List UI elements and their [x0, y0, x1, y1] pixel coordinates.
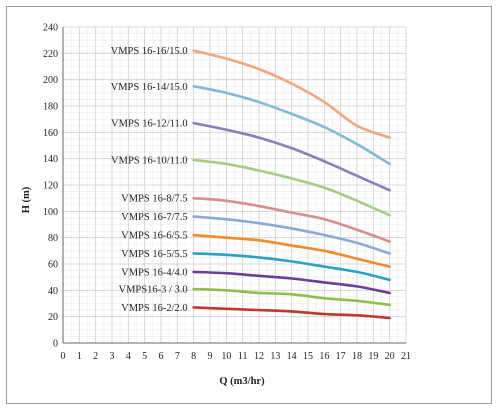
series-label-6: VMPS 16-7/7.5 [121, 212, 188, 223]
series-line-6 [192, 215, 391, 255]
x-tick-label: 7 [175, 351, 180, 362]
y-tick-label: 0 [53, 339, 58, 350]
x-tick-label: 3 [110, 351, 115, 362]
x-tick-label: 19 [368, 351, 378, 362]
x-axis-title: Q (m3/hr) [219, 376, 265, 387]
series-label-9: VMPS 16-4/4.0 [121, 267, 188, 278]
y-tick-label: 20 [48, 312, 58, 323]
series-labels: VMPS 16-16/15.0 VMPS 16-14/15.0 VMPS 16-12… [111, 46, 188, 314]
series-line-8 [192, 252, 391, 282]
y-tick-label: 180 [43, 102, 58, 113]
series-label-7: VMPS 16-6/5.5 [121, 231, 188, 242]
y-tick-label: 100 [43, 207, 58, 218]
y-tick-label: 80 [48, 233, 58, 244]
series-label-10: VMPS16-3 / 3.0 [119, 285, 188, 296]
x-tick-label: 8 [191, 351, 196, 362]
x-tick-label: 4 [126, 351, 131, 362]
x-tick-label: 15 [303, 351, 313, 362]
x-tick-label: 14 [287, 351, 297, 362]
y-tick-label: 140 [43, 154, 58, 165]
series-line-9 [192, 270, 391, 295]
x-tick-label: 5 [142, 351, 147, 362]
series-label-5: VMPS 16-8/7.5 [121, 194, 188, 205]
series-line-7 [192, 233, 391, 268]
y-tick-label: 120 [43, 181, 58, 192]
y-tick-label: 200 [43, 75, 58, 86]
series-line-3 [192, 121, 391, 192]
y-tick-label: 220 [43, 49, 58, 60]
x-tick-label: 6 [159, 351, 164, 362]
chart-frame: 0 1 2 3 4 5 6 7 8 9 10 11 12 13 14 15 16 17 18 19 20 21 0 20 40 6… [6, 6, 492, 404]
y-tick-label: 160 [43, 128, 58, 139]
x-tick-label: 21 [401, 351, 411, 362]
x-tick-label: 9 [208, 351, 213, 362]
series-label-3: VMPS 16-12/11.0 [111, 119, 188, 130]
series-label-4: VMPS 16-10/11.0 [111, 155, 188, 166]
x-tick-label: 12 [254, 351, 264, 362]
x-tick-label: 18 [352, 351, 362, 362]
y-tick-label: 40 [48, 286, 58, 297]
series-line-5 [192, 196, 391, 243]
pump-curve-chart: 0 1 2 3 4 5 6 7 8 9 10 11 12 13 14 15 16 17 18 19 20 21020406… [21, 23, 411, 388]
y-axis-title: H (m) [21, 186, 32, 213]
series-label-1: VMPS 16-16/15.0 [111, 46, 188, 57]
x-tick-label: 17 [336, 351, 346, 362]
grid [62, 26, 407, 344]
x-tick-label: 11 [238, 351, 248, 362]
x-tick-label: 2 [93, 351, 98, 362]
axes: 0 1 2 3 4 5 6 7 8 9 10 11 12 13 14 15 16 17 18 19 20 21020406… [43, 23, 411, 363]
y-tick-label: 240 [43, 23, 58, 34]
x-tick-label: 16 [319, 351, 329, 362]
series-group [192, 49, 391, 320]
series-line-1 [192, 49, 391, 139]
x-tick-label: 1 [77, 351, 82, 362]
x-tick-label: 0 [61, 351, 66, 362]
series-line-10 [192, 287, 391, 307]
series-label-11: VMPS 16-2/2.0 [121, 303, 188, 314]
series-line-11 [192, 306, 391, 320]
y-tick-label: 60 [48, 260, 58, 271]
series-line-4 [192, 158, 391, 217]
x-tick-label: 10 [221, 351, 231, 362]
series-line-2 [192, 84, 391, 166]
series-label-2: VMPS 16-14/15.0 [111, 82, 188, 93]
x-tick-label: 20 [385, 351, 395, 362]
series-label-8: VMPS 16-5/5.5 [121, 249, 188, 260]
x-tick-label: 13 [270, 351, 280, 362]
